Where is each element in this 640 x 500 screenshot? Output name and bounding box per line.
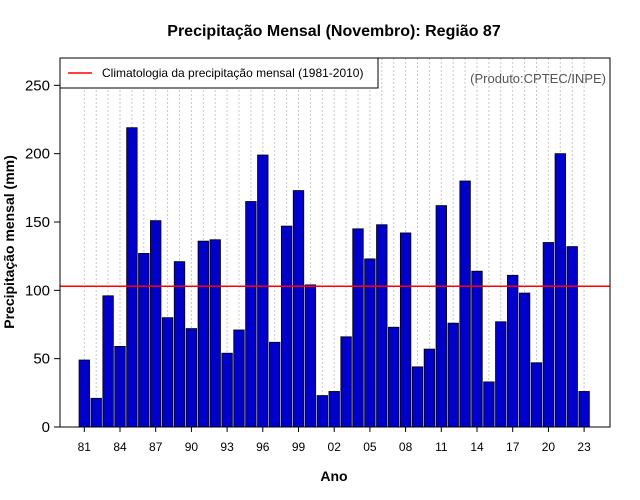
bar-87	[150, 220, 162, 428]
y-tick-label-200: 200	[25, 146, 50, 163]
bar-19	[530, 362, 543, 428]
y-tick-label-250: 250	[25, 77, 50, 94]
legend-box	[59, 57, 379, 89]
bar-92	[209, 239, 221, 428]
bar-02	[328, 391, 340, 428]
bar-14	[471, 270, 483, 428]
bar-18	[518, 292, 531, 428]
bar-83	[102, 295, 114, 428]
bar-21	[554, 153, 566, 428]
bar-04	[352, 228, 364, 428]
x-tick-label-23: 23	[577, 440, 591, 454]
bar-95	[245, 201, 257, 428]
x-tick-label-08: 08	[399, 440, 413, 454]
bar-00	[304, 284, 317, 428]
bar-88	[161, 317, 174, 428]
bar-09	[411, 366, 424, 428]
credit-label: (Produto:CPTEC/INPE)	[470, 71, 606, 86]
x-tick-label-96: 96	[256, 440, 270, 454]
bar-98	[280, 225, 293, 428]
x-tick-label-81: 81	[78, 440, 92, 454]
y-tick-label-0: 0	[42, 419, 50, 436]
x-tick-label-17: 17	[506, 440, 520, 454]
x-tick-label-02: 02	[328, 440, 342, 454]
y-tick-label-100: 100	[25, 282, 50, 299]
x-tick-label-11: 11	[435, 440, 448, 454]
bar-82	[90, 397, 102, 428]
bar-01	[316, 395, 328, 428]
bar-86	[138, 253, 150, 428]
bar-93	[221, 352, 233, 428]
bar-series	[78, 127, 590, 428]
bar-03	[340, 336, 352, 428]
y-tick-label-150: 150	[25, 214, 50, 231]
bar-05	[364, 258, 376, 428]
bar-96	[257, 154, 269, 428]
x-axis: 81 84 87 90 93 96 99 02 05 08 11 14 17 20 23	[78, 427, 591, 454]
y-axis: 0 50 100 150 200 250	[25, 77, 60, 436]
x-tick-label-90: 90	[185, 440, 199, 454]
x-tick-label-14: 14	[470, 440, 484, 454]
x-axis-label: Ano	[320, 468, 347, 484]
bar-08	[399, 232, 412, 428]
bar-99	[292, 190, 305, 428]
x-tick-label-93: 93	[220, 440, 234, 454]
bar-84	[114, 345, 126, 428]
bar-16	[495, 321, 507, 428]
bar-94	[233, 329, 245, 428]
bar-12	[447, 322, 459, 428]
x-tick-label-84: 84	[113, 440, 127, 454]
bar-81	[78, 359, 90, 428]
bar-85	[126, 127, 138, 428]
bar-07	[388, 326, 400, 428]
bar-90	[185, 328, 198, 428]
x-tick-label-05: 05	[363, 440, 377, 454]
bar-23	[578, 391, 590, 428]
x-tick-label-99: 99	[292, 440, 306, 454]
y-tick-label-50: 50	[33, 351, 50, 368]
y-axis-label: Precipitação mensal (mm)	[1, 155, 17, 329]
legend-label: Climatologia da precipitação mensal (198…	[102, 66, 363, 80]
bar-13	[459, 180, 471, 428]
x-tick-label-87: 87	[149, 440, 163, 454]
bar-06	[376, 224, 388, 428]
bar-15	[483, 381, 495, 428]
bar-10	[423, 348, 436, 428]
x-tick-label-20: 20	[542, 440, 556, 454]
bar-91	[197, 240, 209, 428]
legend: Climatologia da precipitação mensal (198…	[59, 57, 379, 89]
bar-11	[435, 205, 447, 428]
bar-20	[542, 242, 555, 428]
bar-97	[269, 341, 281, 428]
bar-22	[566, 246, 578, 428]
bar-17	[507, 274, 519, 428]
chart-title: Precipitação Mensal (Novembro): Região 8…	[167, 23, 501, 40]
